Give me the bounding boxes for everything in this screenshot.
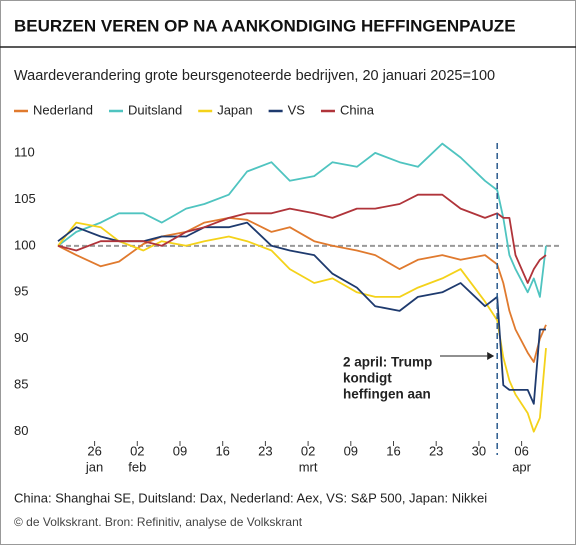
- y-tick-label: 105: [14, 191, 36, 206]
- source: © de Volkskrant. Bron: Refinitiv, analys…: [14, 515, 303, 529]
- legend-label: China: [340, 102, 375, 117]
- x-tick-label: 16: [215, 443, 229, 458]
- series-line: [57, 193, 547, 284]
- chart-title: BEURZEN VEREN OP NA AANKONDIGING HEFFING…: [14, 16, 516, 35]
- y-tick-label: 80: [14, 423, 28, 438]
- x-tick-sublabel: feb: [128, 459, 146, 474]
- x-tick-label: 09: [173, 443, 187, 458]
- x-tick-label: 02: [301, 443, 315, 458]
- subtitle: Waardeverandering grote beursgenoteerde …: [14, 68, 495, 84]
- x-tick-label: 23: [258, 443, 272, 458]
- legend-label: Japan: [217, 102, 252, 117]
- annotation: heffingen aan: [343, 387, 431, 402]
- x-tick-sublabel: jan: [85, 459, 103, 474]
- x-tick-label: 09: [344, 443, 358, 458]
- footnote: China: Shanghai SE, Duitsland: Dax, Nede…: [14, 490, 487, 505]
- y-tick-label: 95: [14, 284, 28, 299]
- x-tick-label: 06: [514, 443, 528, 458]
- legend-label: Nederland: [33, 102, 93, 117]
- series-line: [57, 221, 546, 405]
- y-tick-label: 90: [14, 330, 28, 345]
- y-tick-label: 85: [14, 377, 28, 392]
- x-tick-label: 16: [386, 443, 400, 458]
- annotation: 2 april: Trump: [343, 355, 432, 370]
- legend-label: Duitsland: [128, 102, 182, 117]
- x-tick-label: 23: [429, 443, 443, 458]
- annotation-arrowhead: [487, 352, 495, 360]
- series-line: [57, 217, 547, 363]
- y-tick-label: 110: [14, 144, 35, 159]
- x-tick-label: 30: [472, 443, 486, 458]
- x-tick-sublabel: apr: [512, 459, 531, 474]
- series-line: [57, 142, 547, 298]
- annotation: kondigt: [343, 371, 392, 386]
- x-tick-sublabel: mrt: [299, 459, 318, 474]
- legend-label: VS: [288, 102, 306, 117]
- x-tick-label: 02: [130, 443, 144, 458]
- x-tick-label: 26: [87, 443, 101, 458]
- y-tick-label: 100: [14, 237, 36, 252]
